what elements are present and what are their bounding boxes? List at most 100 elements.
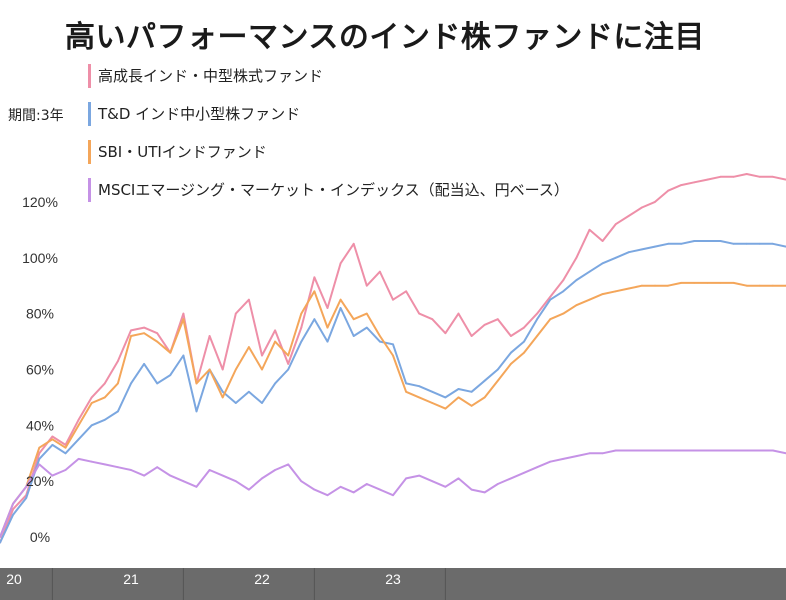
data-point [103, 418, 106, 421]
data-point [667, 189, 669, 192]
data-point [300, 326, 303, 329]
data-point [287, 368, 290, 371]
data-point [654, 245, 656, 248]
data-point [745, 242, 748, 245]
data-point [719, 240, 722, 242]
data-point [51, 438, 54, 441]
data-point [588, 452, 591, 455]
data-point [365, 483, 368, 485]
data-point [143, 326, 146, 329]
data-point [627, 287, 630, 290]
data-point [287, 354, 290, 357]
data-point [208, 335, 211, 337]
data-point [392, 298, 394, 301]
data-point [392, 343, 394, 346]
data-point [680, 242, 683, 245]
data-point [352, 318, 355, 321]
y-tick-label: 80% [26, 306, 54, 322]
data-point [234, 480, 237, 483]
data-point [234, 312, 237, 315]
data-point [287, 463, 290, 466]
data-point [248, 390, 250, 393]
data-point [313, 318, 316, 321]
data-point [405, 477, 407, 480]
legend-entry: SBI・UTIインドファンド [98, 143, 267, 161]
data-point [261, 368, 263, 371]
x-tick-label: 23 [385, 571, 401, 587]
data-point [405, 390, 407, 393]
data-point [758, 175, 761, 178]
data-point [732, 282, 735, 284]
data-point [575, 279, 578, 281]
data-point [470, 335, 473, 337]
data-point [326, 494, 329, 497]
data-point [483, 323, 486, 326]
data-point [248, 298, 250, 301]
data-point [562, 279, 565, 281]
data-point [549, 460, 552, 463]
data-point [90, 424, 93, 427]
data-point [195, 382, 198, 385]
data-point [601, 452, 604, 455]
data-point [627, 215, 630, 217]
data-point [654, 284, 656, 287]
x-tick-label: 20 [6, 571, 22, 587]
data-point [208, 469, 211, 471]
data-point [182, 318, 185, 321]
data-point [313, 276, 316, 279]
data-point [706, 449, 709, 452]
data-point [38, 463, 41, 466]
data-point [274, 382, 276, 385]
data-point [326, 340, 329, 343]
data-point [274, 469, 276, 471]
data-point [12, 508, 15, 510]
data-point [103, 382, 106, 385]
legend-swatch [88, 140, 91, 164]
data-point [470, 488, 473, 491]
data-point [510, 351, 512, 354]
data-point [51, 444, 54, 446]
data-point [379, 340, 381, 343]
data-point [379, 488, 381, 491]
data-point [575, 455, 578, 457]
data-point [641, 206, 643, 209]
data-point [195, 485, 198, 488]
data-point [77, 424, 80, 427]
data-point [182, 312, 185, 315]
data-point [758, 449, 761, 452]
data-point [261, 354, 263, 357]
data-point [680, 282, 683, 284]
data-point [667, 242, 669, 245]
data-point [313, 290, 316, 293]
data-point [588, 270, 591, 273]
data-point [300, 480, 303, 483]
data-point [392, 494, 394, 497]
y-tick-label: 100% [22, 250, 58, 266]
data-point [588, 298, 591, 301]
legend-swatch [88, 64, 91, 88]
data-point [365, 326, 368, 329]
data-point [601, 240, 604, 242]
data-point [51, 474, 54, 477]
data-point [575, 256, 578, 259]
data-point [693, 240, 696, 242]
data-point [77, 458, 80, 460]
data-point [483, 491, 486, 494]
data-point [667, 449, 669, 452]
data-point [405, 290, 407, 293]
data-point [117, 410, 119, 413]
data-point [496, 483, 499, 485]
data-point [758, 242, 761, 245]
data-point [103, 396, 106, 399]
y-tick-label: 60% [26, 361, 54, 377]
data-point [117, 466, 119, 469]
data-point [379, 270, 381, 273]
data-point [431, 318, 434, 321]
data-point [693, 181, 696, 184]
data-point [536, 312, 538, 315]
data-point [169, 351, 172, 354]
data-point [772, 175, 774, 178]
data-point [221, 368, 224, 371]
data-point [195, 410, 198, 413]
